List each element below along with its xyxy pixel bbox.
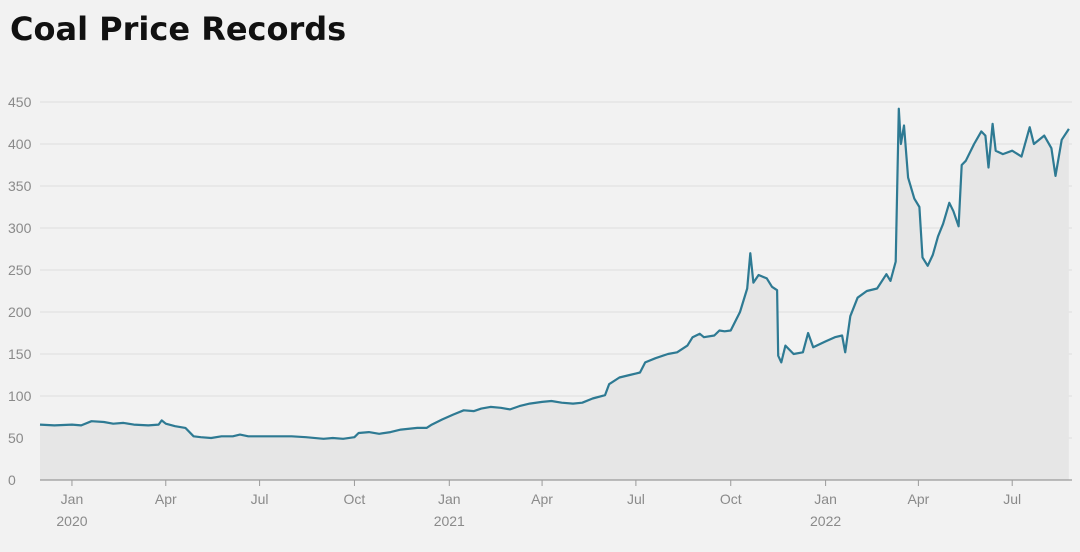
x-tick-label: Apr bbox=[155, 491, 177, 507]
x-tick-label: Jan bbox=[438, 491, 461, 507]
area-fill bbox=[40, 108, 1069, 480]
x-tick-label: Jul bbox=[251, 491, 269, 507]
x-tick-label: Apr bbox=[531, 491, 553, 507]
y-tick-label: 350 bbox=[8, 178, 32, 194]
price-line bbox=[39, 107, 1070, 440]
x-tick-year-label: 2020 bbox=[56, 513, 87, 529]
y-tick-label: 200 bbox=[8, 304, 32, 320]
y-tick-label: 150 bbox=[8, 346, 32, 362]
axes: 0 50 100 150 200 250 300 350 400 450 Jan 2020 Apr Jul… bbox=[8, 94, 1072, 529]
y-tick-label: 450 bbox=[8, 94, 32, 110]
y-tick-label: 250 bbox=[8, 262, 32, 278]
price-area bbox=[39, 107, 1070, 480]
x-tick-label: Jul bbox=[627, 491, 645, 507]
x-tick-year-label: 2021 bbox=[434, 513, 465, 529]
x-tick-label: Jan bbox=[814, 491, 837, 507]
y-tick-label: 400 bbox=[8, 136, 32, 152]
x-tick-label: Jul bbox=[1003, 491, 1021, 507]
y-tick-label: 300 bbox=[8, 220, 32, 236]
chart-title: Coal Price Records bbox=[10, 10, 347, 48]
y-tick-label: 100 bbox=[8, 388, 32, 404]
x-tick-label: Apr bbox=[907, 491, 929, 507]
x-tick-label: Oct bbox=[344, 491, 366, 507]
y-tick-label: 0 bbox=[8, 472, 16, 488]
x-tick-label: Jan bbox=[61, 491, 84, 507]
x-tick-year-label: 2022 bbox=[810, 513, 841, 529]
y-tick-label: 50 bbox=[8, 430, 24, 446]
x-tick-label: Oct bbox=[720, 491, 742, 507]
